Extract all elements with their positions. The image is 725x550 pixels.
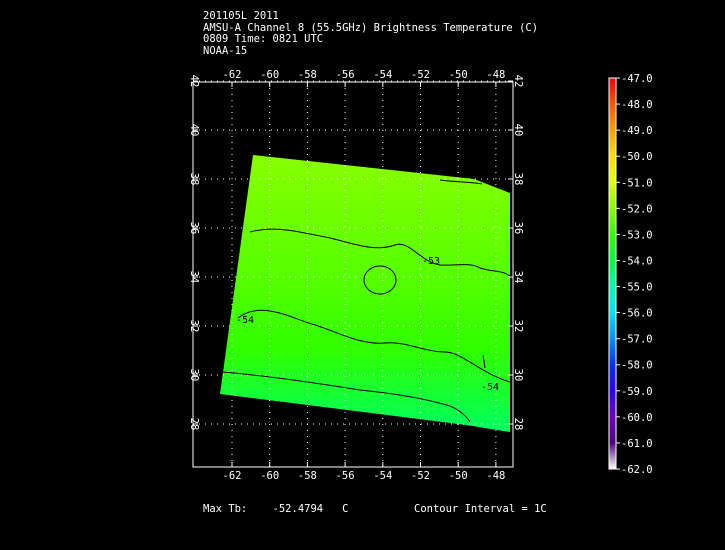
contour-line-upper-right: [439, 179, 483, 185]
colorbar-label: -48.0: [621, 99, 653, 111]
lon-tick-label: -62: [223, 69, 242, 81]
brightness-swath: [220, 155, 510, 432]
contour-label-54-right: -54: [481, 382, 499, 393]
lon-tick-label: -50: [449, 470, 468, 482]
lat-tick-label: 38: [188, 173, 200, 186]
lat-tick-label: 34: [188, 271, 200, 284]
lat-tick-label: 32: [512, 320, 524, 333]
colorbar-labels: -47.0 -48.0 -49.0 -50.0 -51.0 -52.0 -53.0 -54.0…: [621, 73, 653, 476]
lon-tick-label: -60: [260, 69, 279, 81]
lon-ticks-top: -62 -60 -58 -56 -54 -52 -50 -48: [223, 69, 506, 81]
colorbar-label: -59.0: [621, 386, 653, 398]
header-satellite: NOAA-15: [203, 44, 248, 57]
lon-tick-label: -60: [260, 470, 279, 482]
lon-tick-label: -50: [449, 69, 468, 81]
colorbar-label: -62.0: [621, 464, 653, 476]
lat-tick-label: 34: [512, 271, 524, 284]
contour-small-tick: [482, 354, 486, 369]
lon-tick-label: -48: [486, 69, 505, 81]
contour-label-53: -53: [422, 256, 440, 267]
colorbar-label: -58.0: [621, 360, 653, 372]
header-product: AMSU-A Channel 8 (55.5GHz) Brightness Te…: [203, 21, 539, 34]
contour-closed-cell: [363, 265, 397, 295]
lat-ticks-right: 28 30 32 34 36 38 40 42: [512, 75, 524, 431]
colorbar-scale: [608, 77, 617, 470]
colorbar-label: -47.0: [621, 73, 653, 85]
contour-lines: [221, 179, 511, 423]
lon-tick-label: -56: [336, 470, 355, 482]
contour-label-54-left: -54: [236, 315, 254, 326]
max-tb-readout: Max Tb: -52.4794 C: [203, 503, 349, 515]
lat-ticks-left: 28 30 32 34 36 38 40 42: [188, 75, 200, 431]
lon-tick-label: -62: [223, 470, 242, 482]
lon-tick-label: -48: [486, 470, 505, 482]
contour-line-upper: [249, 228, 511, 277]
lon-tick-label: -56: [336, 69, 355, 81]
colorbar-label: -49.0: [621, 125, 653, 137]
contour-line-middle: [237, 309, 511, 383]
lat-tick-label: 42: [512, 75, 524, 88]
lat-tick-label: 40: [188, 124, 200, 137]
lat-tick-label: 28: [188, 418, 200, 431]
lon-ticks-bottom: -62 -60 -58 -56 -54 -52 -50 -48: [223, 470, 506, 482]
lat-tick-label: 42: [188, 75, 200, 88]
colorbar-label: -61.0: [621, 438, 653, 450]
lat-tick-label: 36: [512, 222, 524, 235]
header-title: 201105L 2011: [203, 10, 279, 22]
lat-tick-label: 40: [512, 124, 524, 137]
colorbar-label: -54.0: [621, 255, 653, 267]
lat-tick-label: 30: [512, 369, 524, 382]
lon-tick-label: -58: [298, 470, 317, 482]
lon-tick-label: -52: [411, 69, 430, 81]
header-time: 0809 Time: 0821 UTC: [203, 33, 324, 45]
lat-tick-label: 36: [188, 222, 200, 235]
colorbar-label: -57.0: [621, 334, 653, 346]
colorbar-label: -51.0: [621, 177, 653, 189]
colorbar-label: -53.0: [621, 229, 653, 241]
lon-tick-label: -54: [373, 470, 392, 482]
lat-tick-label: 38: [512, 173, 524, 186]
lat-tick-label: 32: [188, 320, 200, 333]
colorbar-label: -55.0: [621, 282, 653, 294]
lat-lon-grid: [193, 80, 513, 467]
lat-tick-label: 30: [188, 369, 200, 382]
colorbar-label: -52.0: [621, 203, 653, 215]
contour-interval: Contour Interval = 1C: [414, 503, 547, 515]
colorbar-label: -50.0: [621, 151, 653, 163]
colorbar-label: -56.0: [621, 308, 653, 320]
lon-tick-label: -52: [411, 470, 430, 482]
lon-tick-label: -58: [298, 69, 317, 81]
contour-line-lower: [221, 371, 471, 423]
header: 201105L 2011 AMSU-A Channel 8 (55.5GHz) …: [203, 10, 539, 57]
colorbar: [608, 77, 620, 470]
lat-tick-label: 28: [512, 418, 524, 431]
colorbar-label: -60.0: [621, 412, 653, 424]
lon-tick-label: -54: [373, 69, 392, 81]
